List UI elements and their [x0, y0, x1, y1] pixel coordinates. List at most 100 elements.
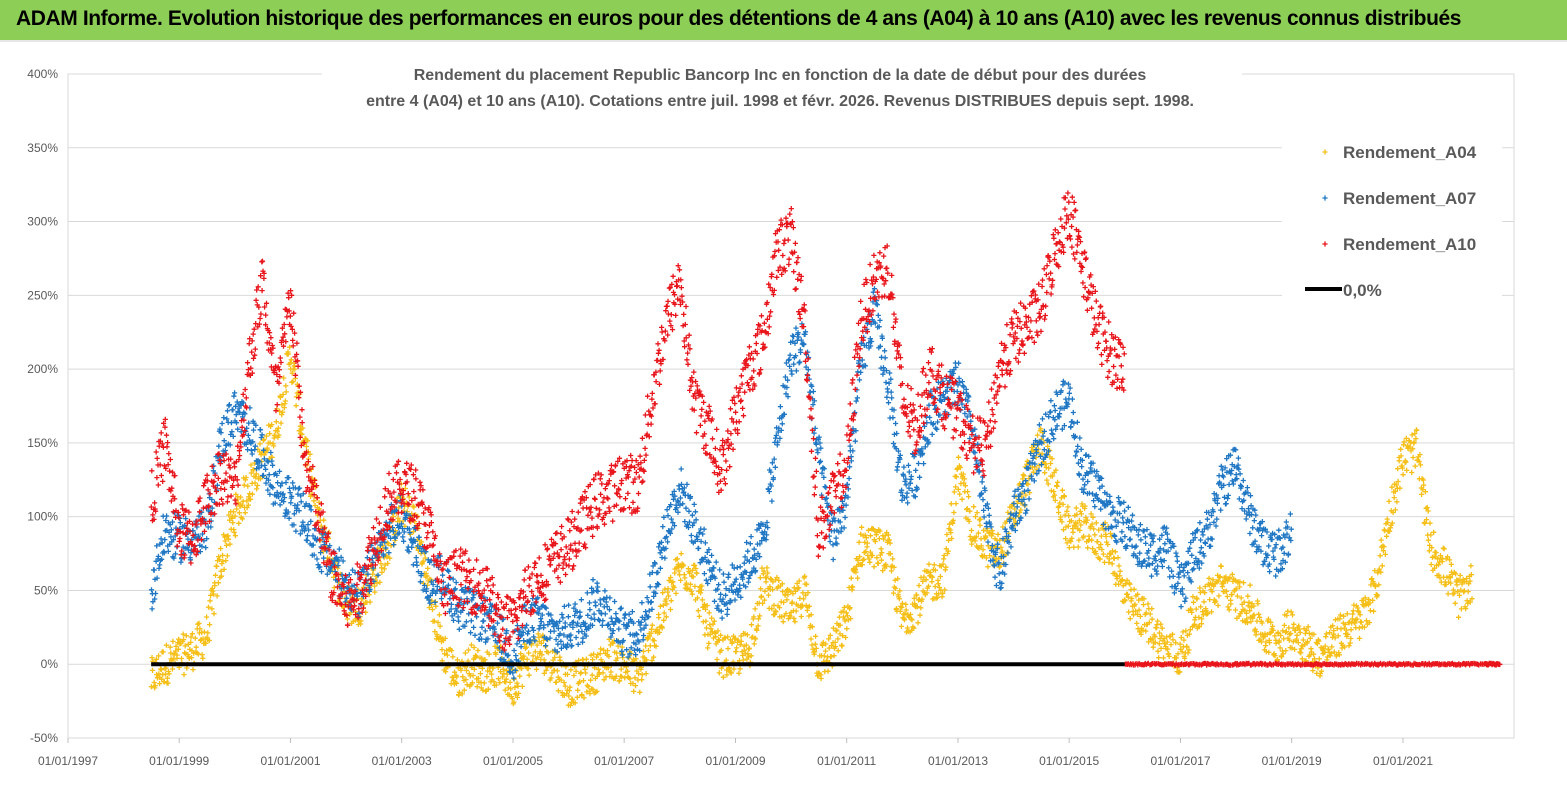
- data-point: [698, 590, 704, 596]
- data-point: [1431, 529, 1437, 535]
- data-point: [758, 586, 764, 592]
- chart-title-line: entre 4 (A04) et 10 ans (A10). Cotations…: [366, 93, 1194, 110]
- data-point: [243, 395, 249, 401]
- data-point: [1017, 509, 1023, 516]
- data-point: [951, 509, 957, 516]
- data-point: [995, 531, 1001, 537]
- data-point: [964, 506, 970, 512]
- data-point: [729, 639, 735, 645]
- data-point: [732, 636, 738, 642]
- data-point: [514, 694, 520, 700]
- data-point: [708, 626, 714, 632]
- data-point: [1138, 537, 1144, 543]
- data-point: [691, 501, 697, 507]
- data-point: [1069, 396, 1075, 402]
- data-point: [748, 653, 754, 659]
- data-point: [149, 667, 156, 673]
- data-point: [190, 521, 196, 527]
- data-point: [1085, 545, 1091, 551]
- data-point: [245, 360, 251, 366]
- data-point: [514, 680, 520, 686]
- data-point: [840, 633, 846, 639]
- data-point: [1068, 424, 1074, 430]
- data-point: [1208, 543, 1214, 549]
- data-point: [1055, 479, 1061, 485]
- data-point: [211, 611, 217, 617]
- data-point: [1155, 563, 1161, 569]
- data-point: [379, 569, 385, 575]
- data-point: [613, 673, 619, 679]
- data-point: [481, 680, 487, 686]
- data-point: [929, 574, 936, 580]
- data-point: [162, 537, 168, 543]
- data-point: [234, 506, 240, 512]
- data-point: [314, 495, 320, 501]
- data-point: [440, 572, 446, 578]
- data-point: [1377, 553, 1383, 559]
- data-point: [1078, 446, 1084, 452]
- data-point: [303, 443, 310, 450]
- data-point: [374, 580, 380, 586]
- data-point: [791, 585, 797, 591]
- data-point: [911, 625, 917, 631]
- data-point: [521, 638, 527, 644]
- data-point: [758, 593, 765, 599]
- data-point: [551, 628, 557, 634]
- data-point: [744, 632, 750, 638]
- data-point: [566, 688, 572, 694]
- data-point: [720, 596, 726, 602]
- data-point: [235, 500, 241, 506]
- data-point: [655, 569, 661, 575]
- data-point: [666, 593, 672, 599]
- data-point: [1445, 591, 1451, 597]
- data-point: [170, 509, 176, 515]
- data-point: [174, 543, 180, 549]
- data-point: [711, 598, 718, 604]
- data-point: [1468, 563, 1474, 569]
- data-point: [572, 612, 578, 619]
- data-point: [837, 622, 843, 628]
- data-point: [574, 694, 580, 700]
- data-point: [222, 538, 228, 544]
- data-point: [1111, 555, 1117, 562]
- data-point: [259, 259, 265, 265]
- data-point: [985, 564, 991, 570]
- data-point: [290, 480, 296, 486]
- data-point: [490, 665, 496, 671]
- data-point: [460, 674, 466, 680]
- data-point: [232, 513, 238, 519]
- data-point: [808, 612, 814, 618]
- data-point: [941, 552, 947, 559]
- data-point: [1441, 546, 1447, 552]
- data-point: [216, 554, 222, 560]
- data-point: [657, 603, 663, 609]
- data-point: [594, 688, 600, 694]
- data-point: [703, 625, 710, 631]
- data-point: [588, 677, 594, 683]
- data-point: [462, 650, 468, 656]
- data-point: [1170, 637, 1176, 643]
- data-point: [692, 509, 699, 515]
- data-point: [862, 539, 868, 545]
- data-point: [833, 628, 839, 634]
- data-point: [584, 590, 590, 596]
- data-point: [793, 325, 799, 331]
- data-point: [940, 590, 946, 596]
- data-point: [819, 642, 826, 648]
- data-point: [1048, 409, 1054, 415]
- data-point: [1367, 608, 1373, 614]
- data-point: [888, 568, 895, 574]
- data-point: [578, 597, 584, 603]
- data-point: [1156, 655, 1162, 661]
- data-point: [1267, 569, 1273, 575]
- data-point: [237, 453, 243, 459]
- data-point: [692, 583, 698, 589]
- data-point: [907, 611, 914, 618]
- data-point: [1155, 648, 1161, 654]
- data-point: [536, 626, 542, 632]
- data-point: [865, 527, 872, 533]
- data-point: [720, 674, 726, 680]
- data-point: [860, 557, 866, 563]
- data-point: [566, 693, 572, 699]
- data-point: [519, 665, 525, 672]
